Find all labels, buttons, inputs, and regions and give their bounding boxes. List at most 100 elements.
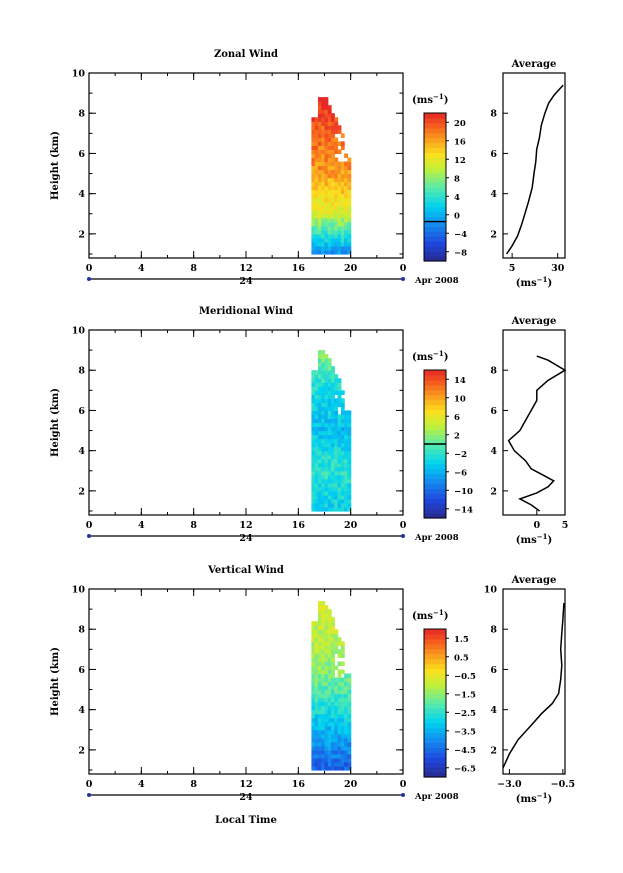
heatmap-cell: [321, 133, 326, 138]
colorbar-segment: [424, 717, 446, 724]
heatmap-cell: [327, 641, 332, 646]
heatmap-cell: [344, 237, 348, 243]
heatmap-cell: [317, 450, 322, 456]
heatmap-cell: [334, 386, 339, 391]
heatmap-cell: [327, 677, 332, 683]
heatmap-cell: [337, 502, 342, 508]
heatmap-cell: [314, 761, 319, 767]
heatmap-cell: [347, 245, 352, 251]
heatmap-cell: [344, 713, 348, 719]
x-tick-label: 4: [138, 520, 145, 531]
heatmap-cell: [334, 189, 339, 195]
heatmap-cell: [340, 422, 345, 428]
heatmap-cell: [327, 137, 332, 142]
heatmap-cell: [327, 729, 332, 735]
average-x-label: (ms−1): [516, 532, 552, 546]
heatmap-cell: [334, 169, 339, 175]
heatmap-cell: [340, 709, 345, 715]
heatmap-cell: [327, 410, 332, 416]
heatmap-cell: [317, 761, 322, 767]
heatmap-cell: [344, 693, 348, 699]
heatmap-cell: [334, 490, 339, 496]
heatmap-cell: [314, 745, 319, 751]
heatmap-cell: [314, 442, 319, 448]
colorbar-segment: [424, 498, 446, 504]
colorbar-segment: [424, 142, 446, 149]
heatmap-cell: [347, 689, 352, 695]
heatmap-cell: [321, 149, 326, 155]
colorbar-segment: [424, 132, 446, 139]
heatmap-cell: [314, 121, 319, 126]
heatmap-cells: [311, 601, 352, 771]
heatmap-cell: [327, 181, 332, 187]
panel-title: Zonal Wind: [214, 49, 278, 60]
heatmap-cell: [337, 653, 342, 658]
y-tick-label: 8: [78, 109, 85, 120]
heatmap-cell: [324, 689, 329, 695]
heatmap-cell: [321, 693, 326, 699]
heatmap-cell: [331, 133, 335, 138]
heatmap-cell: [337, 165, 342, 171]
heatmap-cell: [334, 117, 339, 122]
heatmap-cell: [340, 213, 345, 219]
heatmap-cell: [321, 358, 326, 363]
heatmap-cell: [344, 213, 348, 219]
heatmap-cell: [327, 173, 332, 179]
average-y-tick-label: 10: [484, 585, 498, 596]
heatmap-cell: [321, 765, 326, 771]
heatmap-cell: [327, 121, 332, 126]
colorbar-segment: [424, 722, 446, 729]
heatmap-cell: [340, 241, 345, 247]
average-y-tick-label: 4: [490, 446, 497, 457]
x-tick-label: 12: [239, 520, 252, 531]
heatmap-cell: [317, 205, 322, 211]
heatmap-cell: [337, 470, 342, 476]
heatmap-cell: [311, 625, 316, 630]
heatmap-cell: [331, 173, 335, 179]
heatmap-cell: [331, 241, 335, 247]
heatmap-cell: [317, 753, 322, 759]
heatmap-cell: [321, 189, 326, 195]
heatmap-cell: [344, 442, 348, 448]
heatmap-cell: [334, 426, 339, 432]
colorbar-segment: [424, 162, 446, 168]
heatmap-cell: [327, 653, 332, 658]
heatmap-cell: [331, 370, 335, 375]
heatmap-cell: [344, 474, 348, 480]
heatmap-cell: [340, 458, 345, 464]
heatmap-cell: [317, 121, 322, 126]
x-tick-label: 12: [239, 263, 252, 274]
colorbar-segment: [424, 698, 446, 704]
heatmap-cell: [340, 390, 345, 395]
colorbar-segment: [424, 231, 446, 237]
heatmap-cell: [337, 241, 342, 247]
heatmap-cell: [324, 617, 329, 622]
heatmap-cell: [324, 201, 329, 207]
heatmap-cell: [324, 494, 329, 500]
heatmap-cell: [321, 245, 326, 251]
colorbar-tick-label: 8: [454, 174, 460, 184]
heatmap-cell: [347, 161, 352, 167]
heatmap-cell: [311, 446, 316, 452]
heatmap-cell: [331, 181, 335, 187]
heatmap-cell: [324, 113, 329, 118]
heatmap-cell: [340, 414, 345, 420]
average-x-label: (ms−1): [516, 791, 552, 805]
colorbar-segment: [424, 737, 446, 744]
heatmap-cell: [327, 370, 332, 375]
heatmap-cell: [331, 621, 335, 626]
heatmap-cell: [317, 165, 322, 171]
heatmap-cell: [314, 494, 319, 500]
heatmap-cell: [317, 665, 322, 671]
heatmap-cell: [314, 709, 319, 715]
y-tick-label: 2: [78, 486, 85, 497]
heatmap-cell: [321, 709, 326, 715]
colorbar-frame: [423, 112, 447, 262]
heatmap-cell: [344, 434, 348, 440]
heatmap-cell: [321, 721, 326, 727]
colorbar-unit: (ms−1): [412, 608, 448, 622]
heatmap-cell: [347, 454, 352, 460]
heatmap-cell: [327, 446, 332, 452]
heatmap-cell: [334, 157, 339, 163]
heatmap-cell: [331, 713, 335, 719]
